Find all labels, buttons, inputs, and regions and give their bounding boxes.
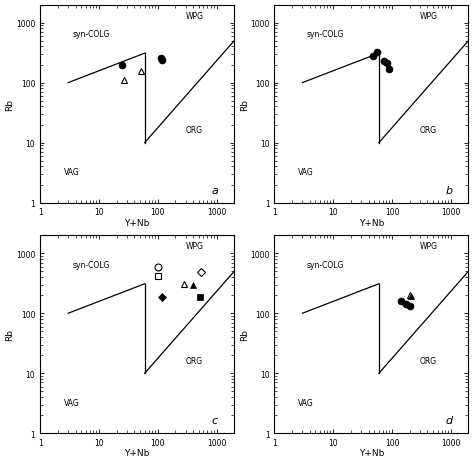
Text: ORG: ORG [186,126,203,135]
X-axis label: Y+Nb: Y+Nb [359,449,384,457]
Text: VAG: VAG [298,168,313,176]
Y-axis label: Rb: Rb [6,328,15,340]
Text: b: b [446,185,453,195]
Text: WPG: WPG [420,12,438,21]
Y-axis label: Rb: Rb [6,98,15,110]
Text: WPG: WPG [420,242,438,251]
Text: VAG: VAG [64,168,79,176]
Text: ORG: ORG [420,126,437,135]
Text: VAG: VAG [64,398,79,407]
Text: WPG: WPG [186,12,204,21]
Text: c: c [212,415,218,425]
Y-axis label: Rb: Rb [240,328,249,340]
Text: syn-COLG: syn-COLG [306,30,344,39]
X-axis label: Y+Nb: Y+Nb [359,219,384,227]
Text: VAG: VAG [298,398,313,407]
Text: syn-COLG: syn-COLG [72,260,109,269]
Text: syn-COLG: syn-COLG [306,260,344,269]
X-axis label: Y+Nb: Y+Nb [125,449,150,457]
Text: syn-COLG: syn-COLG [72,30,109,39]
X-axis label: Y+Nb: Y+Nb [125,219,150,227]
Y-axis label: Rb: Rb [240,98,249,110]
Text: ORG: ORG [420,356,437,365]
Text: a: a [211,185,218,195]
Text: ORG: ORG [186,356,203,365]
Text: WPG: WPG [186,242,204,251]
Text: d: d [446,415,453,425]
